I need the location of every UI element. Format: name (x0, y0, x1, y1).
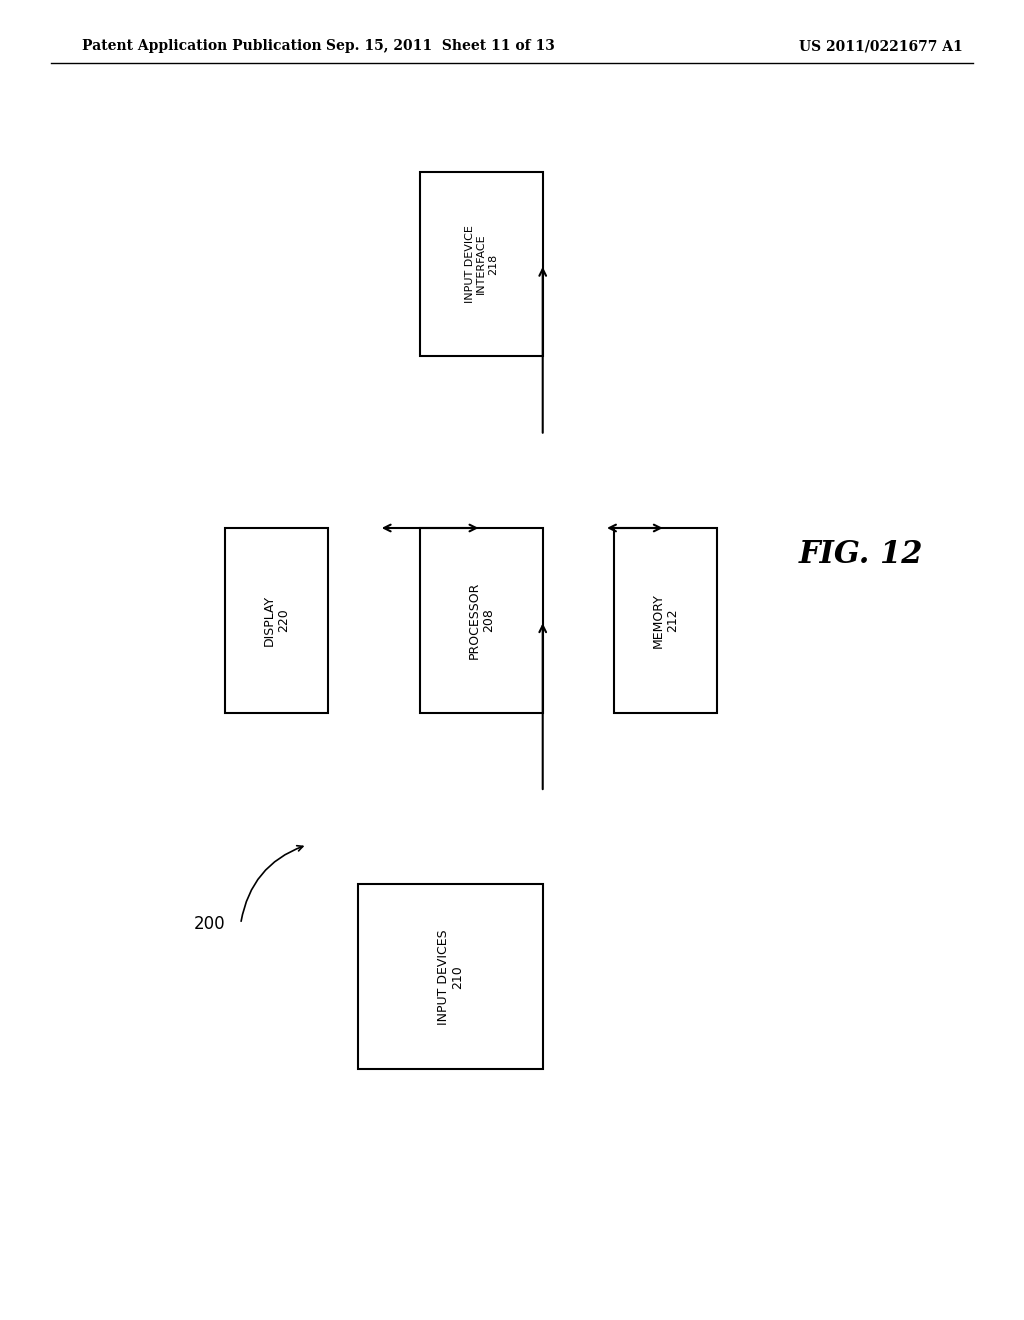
Text: Sep. 15, 2011  Sheet 11 of 13: Sep. 15, 2011 Sheet 11 of 13 (326, 40, 555, 53)
FancyBboxPatch shape (358, 884, 543, 1069)
FancyBboxPatch shape (420, 172, 543, 356)
FancyBboxPatch shape (614, 528, 717, 713)
Text: INPUT DEVICES
210: INPUT DEVICES 210 (436, 929, 465, 1024)
Text: MEMORY
212: MEMORY 212 (651, 593, 680, 648)
FancyBboxPatch shape (225, 528, 328, 713)
Text: DISPLAY
220: DISPLAY 220 (262, 595, 291, 645)
Text: Patent Application Publication: Patent Application Publication (82, 40, 322, 53)
Text: INPUT DEVICE
INTERFACE
218: INPUT DEVICE INTERFACE 218 (465, 226, 498, 302)
Text: US 2011/0221677 A1: US 2011/0221677 A1 (799, 40, 963, 53)
FancyBboxPatch shape (420, 528, 543, 713)
Text: PROCESSOR
208: PROCESSOR 208 (467, 582, 496, 659)
Text: FIG. 12: FIG. 12 (799, 539, 924, 570)
Text: 200: 200 (194, 915, 225, 933)
